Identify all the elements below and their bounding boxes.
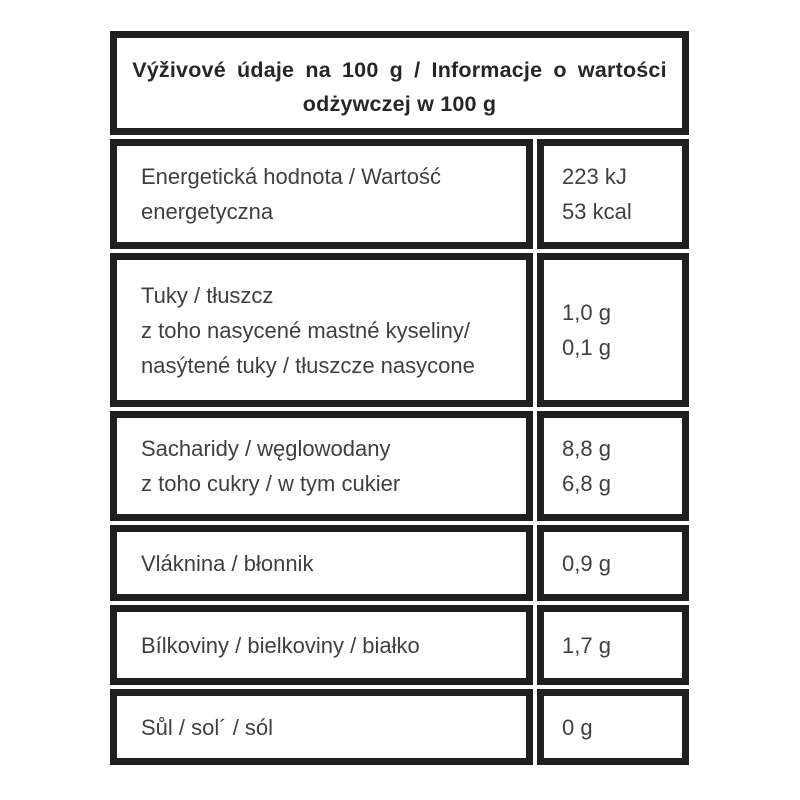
nutrient-value-line: 223 kJ [562, 164, 627, 189]
protein-label-cell: Bílkoviny / bielkoviny / białko [110, 605, 533, 685]
nutrient-label-line: Sacharidy / węglowodany [141, 436, 391, 461]
nutrient-label-line: Bílkoviny / bielkoviny / białko [141, 632, 420, 658]
nutrient-label-line: Energetická hodnota / Wartość [141, 164, 442, 189]
header-title-line-1: Výživové údaje na 100 g / Informacje o w… [132, 58, 667, 82]
row-protein: Bílkoviny / bielkoviny / białko 1,7 g [110, 605, 689, 685]
nutrition-table-header: Výživové údaje na 100 g / Informacje o w… [110, 31, 689, 135]
carbohydrates-label-cell: Sacharidy / węglowodany z toho cukry / w… [110, 411, 533, 521]
nutrient-label-line: energetyczna [141, 199, 274, 224]
fibre-value-cell: 0,9 g [537, 525, 689, 601]
carbohydrates-value-cell: 8,8 g 6,8 g [537, 411, 689, 521]
energy-value-cell: 223 kJ 53 kcal [537, 139, 689, 249]
row-fibre: Vláknina / błonnik 0,9 g [110, 525, 689, 601]
salt-value-cell: 0 g [537, 689, 689, 765]
nutrient-label-line: nasýtené tuky / tłuszcze nasycone [141, 352, 475, 378]
nutrient-value-line: 0,1 g [562, 335, 611, 360]
nutrient-value-line: 1,7 g [562, 632, 611, 658]
protein-value-cell: 1,7 g [537, 605, 689, 685]
nutrient-value-line: 0 g [562, 714, 593, 740]
salt-label-cell: Sůl / sol´ / sól [110, 689, 533, 765]
nutrient-label-line: Tuky / tłuszcz [141, 282, 274, 308]
nutrient-label-line: z toho nasycené mastné kyseliny/ [141, 317, 470, 343]
row-energy: Energetická hodnota / Wartość energetycz… [110, 139, 689, 249]
fat-label-cell: Tuky / tłuszcz z toho nasycené mastné ky… [110, 253, 533, 407]
row-carbohydrates: Sacharidy / węglowodany z toho cukry / w… [110, 411, 689, 521]
row-salt: Sůl / sol´ / sól 0 g [110, 689, 689, 765]
nutrient-label-line: Vláknina / błonnik [141, 550, 314, 576]
nutrient-value-line: 53 kcal [562, 199, 632, 224]
fat-value-cell: 1,0 g 0,1 g [537, 253, 689, 407]
nutrition-table: Výživové údaje na 100 g / Informacje o w… [110, 31, 689, 765]
nutrient-label-line: Sůl / sol´ / sól [141, 714, 274, 740]
header-title-line-2: odżywczej w 100 g [302, 92, 497, 116]
nutrient-label-line: z toho cukry / w tym cukier [141, 471, 401, 496]
nutrient-value-line: 6,8 g [562, 471, 611, 496]
nutrient-value-line: 1,0 g [562, 300, 611, 325]
row-fat: Tuky / tłuszcz z toho nasycené mastné ky… [110, 253, 689, 407]
nutrient-value-line: 0,9 g [562, 550, 611, 576]
energy-label-cell: Energetická hodnota / Wartość energetycz… [110, 139, 533, 249]
fibre-label-cell: Vláknina / błonnik [110, 525, 533, 601]
nutrient-value-line: 8,8 g [562, 436, 611, 461]
